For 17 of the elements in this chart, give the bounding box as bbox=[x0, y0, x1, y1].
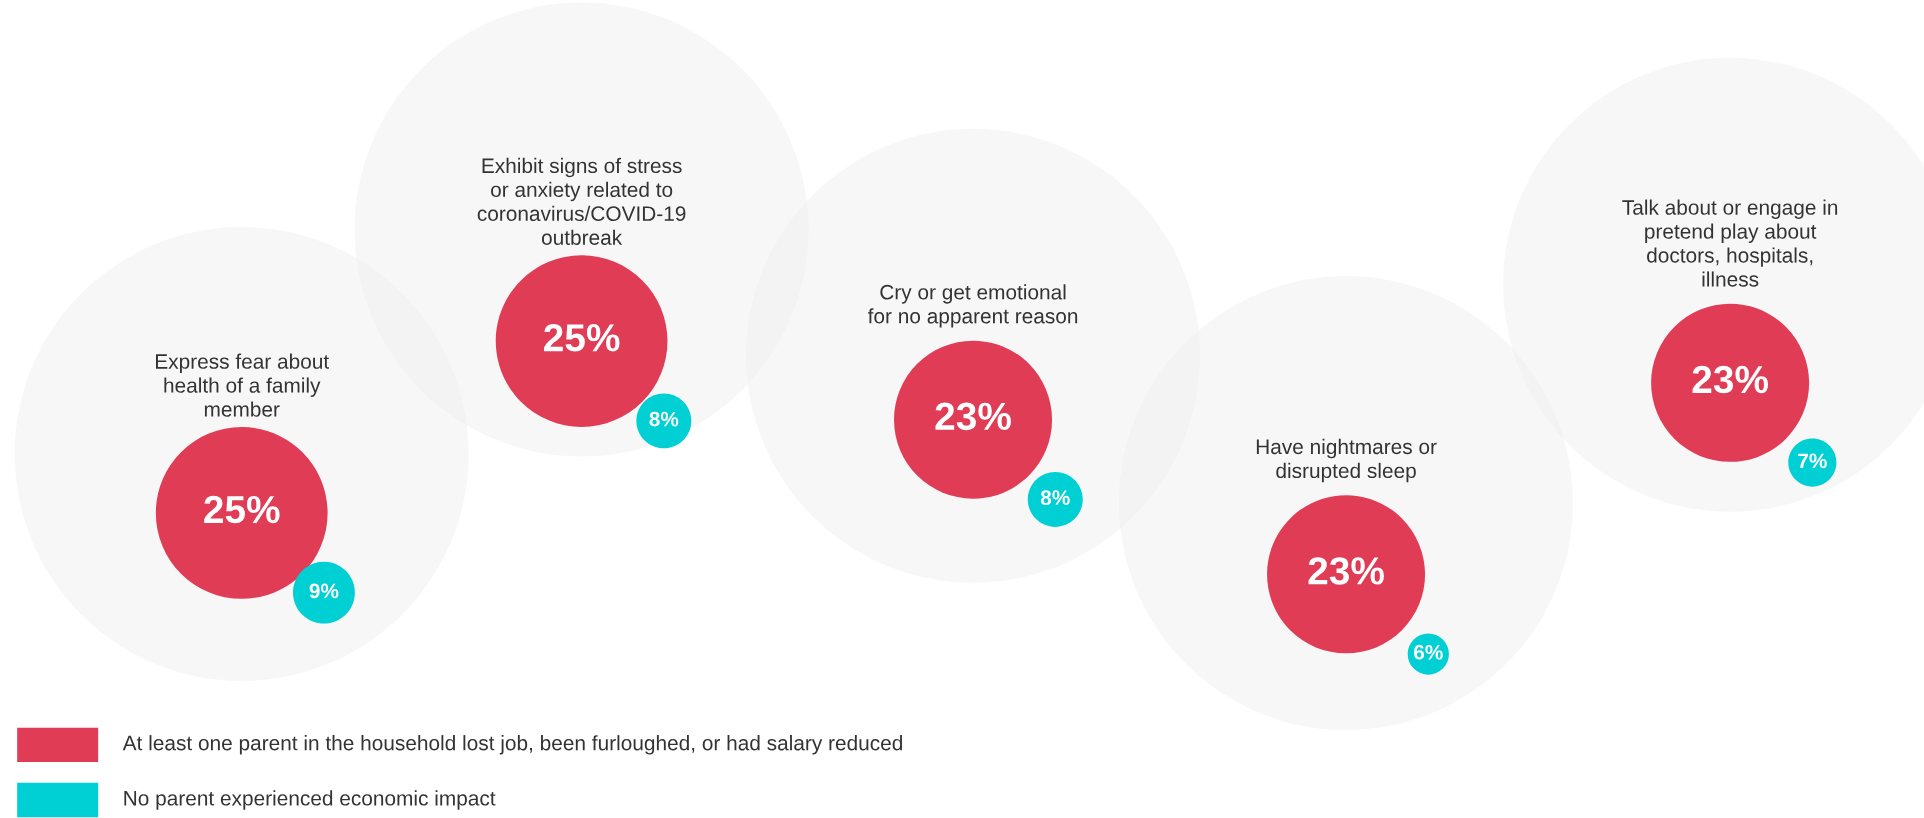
data-label: 25% bbox=[204, 495, 280, 524]
data-label: 6% bbox=[1413, 644, 1443, 660]
category-label: Express fear about health of a family member bbox=[156, 353, 330, 417]
legend-label: No parent experienced economic impact bbox=[124, 790, 496, 810]
data-label: 8% bbox=[1040, 490, 1070, 505]
category-label: Talk about or engage in pretend play about doctors, hospitals, illness bbox=[1622, 199, 1838, 287]
data-label: 23% bbox=[935, 402, 1011, 431]
data-label: 25% bbox=[544, 324, 620, 352]
category-label: Exhibit signs of stress or anxiety related to coronavirus/COVID-19 outbreak bbox=[477, 157, 686, 245]
data-label: 8% bbox=[649, 411, 679, 427]
data-label: 9% bbox=[309, 583, 339, 599]
category-label: Cry or get emotional for no apparent reason bbox=[867, 284, 1078, 328]
data-label: 23% bbox=[1308, 557, 1384, 585]
legend-label: At least one parent in the household lost job, been furloughed, or had salary reduced bbox=[122, 735, 902, 755]
data-label: 7% bbox=[1798, 453, 1827, 469]
data-label: 23% bbox=[1692, 365, 1769, 394]
category-label: Have nightmares or disrupted sleep bbox=[1256, 438, 1437, 483]
